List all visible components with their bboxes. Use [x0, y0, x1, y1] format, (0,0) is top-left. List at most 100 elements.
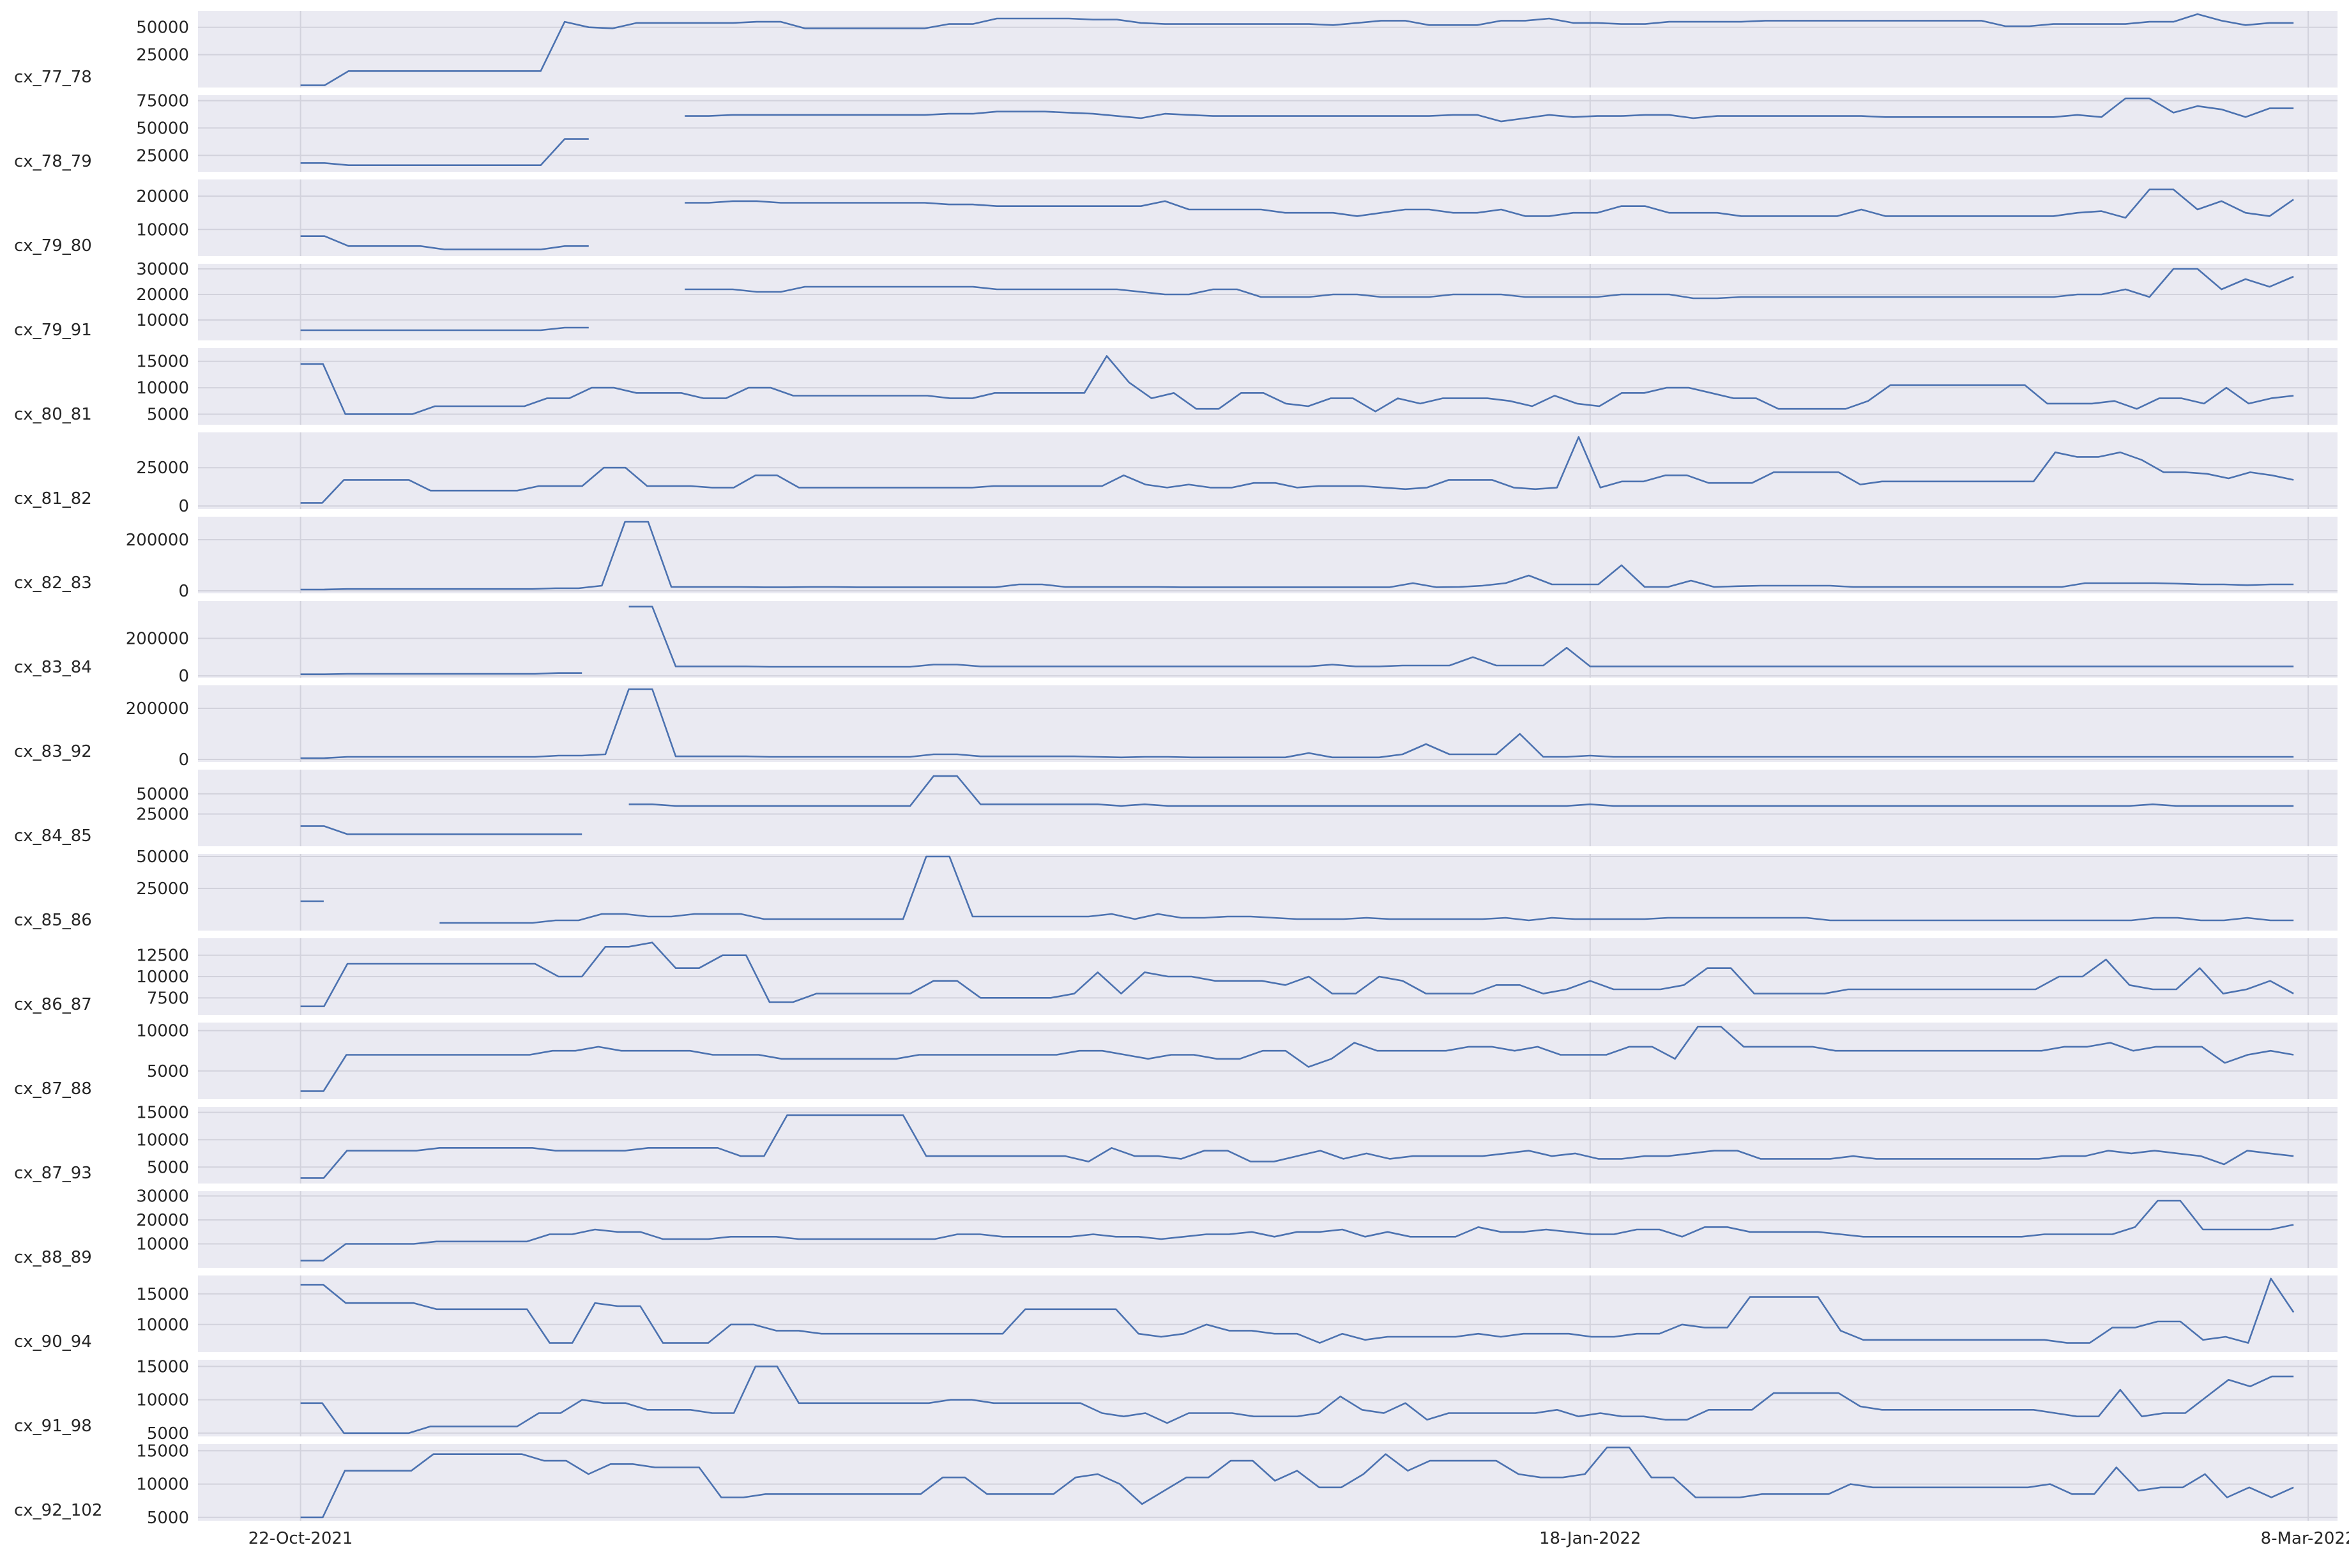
y-tick-label: 30000 — [136, 1187, 189, 1206]
y-tick-label: 20000 — [136, 1211, 189, 1230]
panel-background — [198, 264, 2338, 340]
panel-background — [198, 517, 2338, 593]
panel-background — [198, 1360, 2338, 1436]
y-tick-label: 0 — [178, 582, 189, 601]
y-tick-label: 50000 — [136, 785, 189, 804]
y-tick-label: 10000 — [136, 1235, 189, 1254]
panel-background — [198, 1107, 2338, 1184]
series-line — [300, 1446, 2294, 1519]
series-line — [300, 1366, 2294, 1435]
x-tick-label: 18-Jan-2022 — [1539, 1529, 1641, 1548]
y-tick-label: 10000 — [136, 1475, 189, 1495]
y-tick-label: 50000 — [136, 119, 189, 138]
panel-label: cx_78_79 — [14, 152, 92, 171]
y-tick-label: 25000 — [136, 879, 189, 899]
y-tick-label: 5000 — [147, 1062, 189, 1081]
panel-cx_86_87: 7500 10000 12500 cx_86_87 — [14, 938, 2338, 1015]
panel-background — [198, 348, 2338, 425]
y-tick-label: 10000 — [136, 1316, 189, 1335]
series-line — [300, 97, 2294, 166]
y-tick-label: 0 — [178, 497, 189, 516]
panel-cx_83_92: 0 200000 cx_83_92 — [14, 685, 2338, 770]
panel-label: cx_79_91 — [14, 321, 92, 340]
y-tick-label: 15000 — [136, 1104, 189, 1123]
series-line — [300, 1114, 2294, 1179]
x-tick-label: 8-Mar-2022 — [2261, 1529, 2349, 1548]
y-tick-label: 20000 — [136, 285, 189, 305]
panel-label: cx_81_82 — [14, 489, 92, 508]
series-line — [300, 1277, 2295, 1344]
panel-cx_88_89: 10000 20000 30000 cx_88_89 — [14, 1187, 2338, 1268]
panel-label: cx_88_89 — [14, 1248, 92, 1267]
panel-background — [198, 685, 2338, 762]
y-tick-label: 50000 — [136, 19, 189, 38]
panel-label: cx_83_84 — [14, 658, 92, 677]
y-tick-label: 50000 — [136, 848, 189, 867]
series-line — [300, 605, 2294, 675]
panel-cx_82_83: 0 200000 cx_82_83 — [14, 517, 2338, 601]
series-line — [300, 13, 2294, 86]
y-tick-label: 75000 — [136, 92, 189, 111]
series-line — [300, 688, 2294, 759]
panel-background — [198, 1444, 2338, 1521]
panel-background — [198, 1191, 2338, 1268]
panel-cx_77_78: 25000 50000 cx_77_78 — [14, 11, 2338, 88]
panel-background — [198, 601, 2338, 678]
panel-background — [198, 854, 2338, 931]
series-line — [300, 941, 2294, 1007]
panel-cx_85_86: 25000 50000 cx_85_86 — [14, 848, 2338, 931]
panel-label: cx_87_88 — [14, 1079, 92, 1099]
panel-label: cx_84_85 — [14, 826, 92, 846]
panel-label: cx_83_92 — [14, 742, 92, 761]
series-line — [300, 188, 2294, 250]
panel-cx_78_79: 25000 50000 75000 cx_78_79 — [14, 92, 2338, 172]
y-tick-label: 15000 — [136, 1442, 189, 1461]
panel-background — [198, 1023, 2338, 1099]
y-tick-label: 10000 — [136, 1391, 189, 1410]
y-tick-label: 20000 — [136, 187, 189, 206]
panel-cx_80_81: 5000 10000 15000 cx_80_81 — [14, 348, 2338, 425]
y-tick-label: 200000 — [126, 630, 189, 649]
y-tick-label: 10000 — [136, 311, 189, 330]
y-tick-label: 10000 — [136, 220, 189, 240]
y-tick-label: 5000 — [147, 1158, 189, 1177]
series-line — [300, 355, 2294, 415]
series-line — [300, 855, 2294, 924]
panel-background — [198, 11, 2338, 88]
panel-label: cx_85_86 — [14, 911, 92, 930]
y-tick-label: 5000 — [147, 1509, 189, 1528]
y-tick-label: 0 — [178, 750, 189, 770]
panel-background — [198, 179, 2338, 256]
panel-label: cx_90_94 — [14, 1332, 92, 1351]
panel-label: cx_92_102 — [14, 1501, 102, 1520]
y-tick-label: 5000 — [147, 405, 189, 424]
y-tick-label: 15000 — [136, 1357, 189, 1376]
y-tick-label: 7500 — [147, 989, 189, 1008]
y-tick-label: 10000 — [136, 1022, 189, 1041]
series-line — [300, 268, 2294, 331]
y-tick-label: 200000 — [126, 699, 189, 719]
panel-cx_90_94: 10000 15000 cx_90_94 — [14, 1275, 2338, 1352]
panel-label: cx_77_78 — [14, 68, 92, 87]
panel-cx_83_84: 0 200000 cx_83_84 — [14, 601, 2338, 686]
series-line — [300, 436, 2294, 504]
panel-background — [198, 432, 2338, 509]
panel-label: cx_82_83 — [14, 574, 92, 593]
y-tick-label: 25000 — [136, 146, 189, 165]
x-tick-label: 22-Oct-2021 — [248, 1529, 353, 1548]
y-tick-label: 10000 — [136, 1130, 189, 1150]
panel-label: cx_87_93 — [14, 1164, 92, 1183]
series-line — [300, 775, 2294, 835]
panel-cx_92_102: 5000 10000 15000 cx_92_102 — [14, 1442, 2338, 1528]
panel-cx_81_82: 0 25000 cx_81_82 — [14, 432, 2338, 516]
y-tick-label: 15000 — [136, 1285, 189, 1304]
series-line — [300, 521, 2294, 591]
y-tick-label: 5000 — [147, 1424, 189, 1443]
panel-label: cx_86_87 — [14, 995, 92, 1014]
series-line — [300, 1026, 2294, 1092]
panel-label: cx_80_81 — [14, 405, 92, 424]
panel-cx_87_93: 5000 10000 15000 cx_87_93 — [14, 1104, 2338, 1184]
y-tick-label: 15000 — [136, 353, 189, 372]
